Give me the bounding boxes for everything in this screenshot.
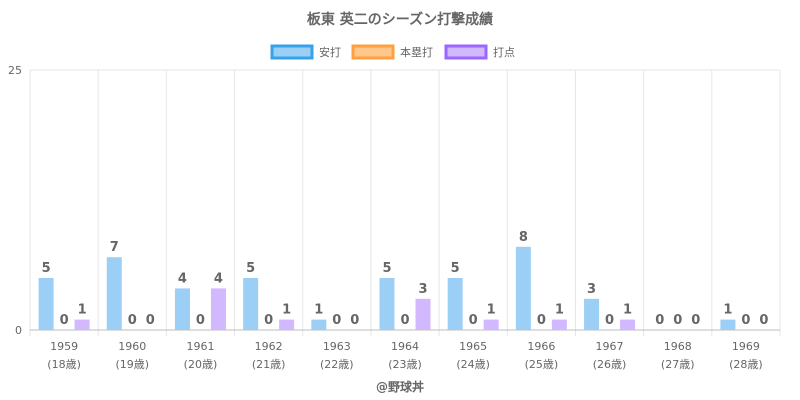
bar-1965-2 <box>483 319 499 330</box>
x-tick-label: 1960 <box>118 340 146 353</box>
bar-1959-2 <box>74 319 90 330</box>
value-label-1969-2: 0 <box>759 313 768 328</box>
x-tick-sublabel: (24歳) <box>456 358 490 371</box>
value-label-1969-0: 1 <box>723 303 732 318</box>
value-label-1967-2: 1 <box>623 303 632 318</box>
x-tick-sublabel: (19歳) <box>115 358 149 371</box>
value-label-1969-1: 0 <box>741 313 750 328</box>
value-label-1960-1: 0 <box>128 313 137 328</box>
bar-1961-2 <box>210 288 226 330</box>
value-label-1965-0: 5 <box>451 261 460 276</box>
bar-1964-0 <box>379 278 395 330</box>
x-tick-sublabel: (26歳) <box>593 358 627 371</box>
x-tick-sublabel: (28歳) <box>729 358 763 371</box>
value-label-1962-2: 1 <box>282 303 291 318</box>
value-label-1966-1: 0 <box>537 313 546 328</box>
bar-1961-0 <box>174 288 190 330</box>
legend-swatch-1 <box>351 44 395 60</box>
value-label-1966-2: 1 <box>555 303 564 318</box>
bar-1967-0 <box>584 298 600 330</box>
value-label-1963-0: 1 <box>314 303 323 318</box>
bar-1966-0 <box>515 246 531 330</box>
value-label-1968-1: 0 <box>673 313 682 328</box>
bar-1962-2 <box>279 319 295 330</box>
value-label-1963-2: 0 <box>350 313 359 328</box>
value-label-1965-2: 1 <box>487 303 496 318</box>
grid: 0 25 <box>8 64 781 337</box>
legend: 安打 本塁打 打点 <box>270 44 515 60</box>
credit-label: @野球丼 <box>376 379 424 394</box>
legend-swatch-0 <box>270 44 314 60</box>
bar-1964-2 <box>415 298 431 330</box>
x-tick-sublabel: (23歳) <box>388 358 422 371</box>
value-label-1961-1: 0 <box>196 313 205 328</box>
x-tick-sublabel: (22歳) <box>320 358 354 371</box>
value-label-1967-1: 0 <box>605 313 614 328</box>
value-label-1959-1: 0 <box>60 313 69 328</box>
y-tick-label: 25 <box>8 64 22 77</box>
legend-label-2: 打点 <box>493 45 515 59</box>
bar-1959-0 <box>38 278 54 330</box>
legend-label-1: 本塁打 <box>400 45 433 59</box>
x-tick-label: 1969 <box>732 340 760 353</box>
value-label-1962-0: 5 <box>246 261 255 276</box>
value-label-1962-1: 0 <box>264 313 273 328</box>
x-tick-label: 1963 <box>323 340 351 353</box>
y-tick-label: 0 <box>15 324 22 337</box>
bar-1963-0 <box>311 319 327 330</box>
value-label-1961-0: 4 <box>178 271 187 286</box>
chart-title: 板東 英二のシーズン打撃成績 <box>307 11 493 28</box>
x-tick-label: 1964 <box>391 340 419 353</box>
x-tick-sublabel: (25歳) <box>525 358 559 371</box>
value-label-1968-2: 0 <box>691 313 700 328</box>
legend-swatch-2 <box>444 44 488 60</box>
value-label-1964-2: 3 <box>418 282 427 297</box>
value-label-1965-1: 0 <box>469 313 478 328</box>
x-tick-sublabel: (21歳) <box>252 358 286 371</box>
x-tick-label: 1959 <box>50 340 78 353</box>
x-tick-sublabel: (20歳) <box>184 358 218 371</box>
bar-1969-0 <box>720 319 736 330</box>
x-tick-sublabel: (27歳) <box>661 358 695 371</box>
value-label-1960-2: 0 <box>146 313 155 328</box>
value-label-1964-0: 5 <box>382 261 391 276</box>
x-tick-label: 1962 <box>255 340 283 353</box>
x-tick-sublabel: (18歳) <box>47 358 81 371</box>
x-tick-label: 1967 <box>596 340 624 353</box>
value-label-1963-1: 0 <box>332 313 341 328</box>
value-label-1964-1: 0 <box>400 313 409 328</box>
legend-label-0: 安打 <box>319 45 341 59</box>
bar-1966-2 <box>551 319 567 330</box>
x-tick-label: 1966 <box>527 340 555 353</box>
x-axis-labels: 1959 (18歳) 1960 (19歳) 1961 (20歳) 1962 (21歳) 1963… <box>47 340 762 371</box>
value-label-1961-2: 4 <box>214 271 223 286</box>
value-label-1960-0: 7 <box>110 240 119 255</box>
bar-1965-0 <box>447 278 463 330</box>
value-label-1959-2: 1 <box>78 303 87 318</box>
x-tick-label: 1965 <box>459 340 487 353</box>
value-label-1959-0: 5 <box>42 261 51 276</box>
value-label-1967-0: 3 <box>587 282 596 297</box>
value-label-1966-0: 8 <box>519 230 528 245</box>
bar-1967-2 <box>620 319 636 330</box>
bar-1960-0 <box>106 257 122 330</box>
x-tick-label: 1968 <box>664 340 692 353</box>
value-label-1968-0: 0 <box>655 313 664 328</box>
bar-1962-0 <box>243 278 259 330</box>
x-tick-label: 1961 <box>186 340 214 353</box>
